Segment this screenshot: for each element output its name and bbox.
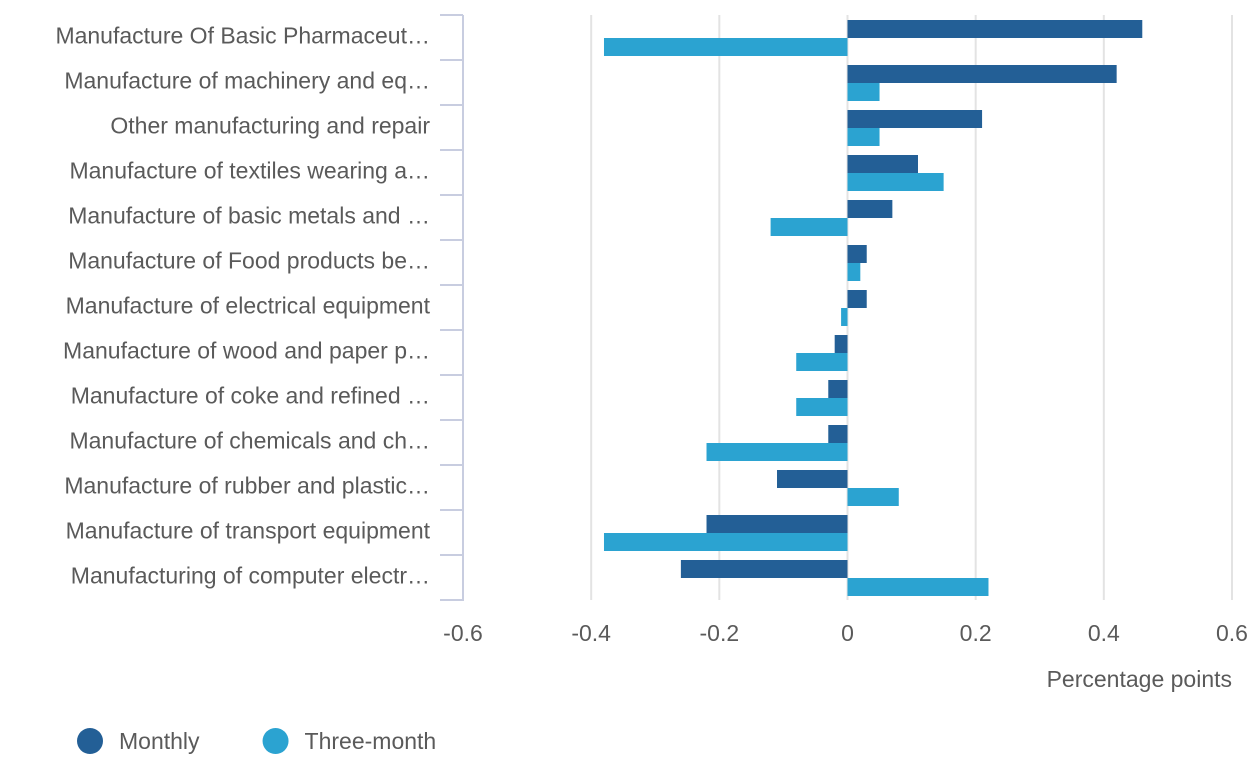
y-tick-label: Manufacture of transport equipment: [66, 518, 431, 544]
bar: [841, 308, 848, 326]
x-tick-label: 0.6: [1216, 620, 1248, 646]
bar: [847, 155, 918, 173]
bar: [603, 533, 848, 551]
bar: [680, 560, 848, 578]
x-tick-label: 0.2: [960, 620, 992, 646]
x-tick-label: 0.4: [1088, 620, 1120, 646]
bar: [706, 443, 848, 461]
y-tick-label: Manufacture of electrical equipment: [66, 293, 431, 319]
y-tick-label: Other manufacturing and repair: [110, 113, 430, 139]
bar: [777, 470, 848, 488]
bar: [828, 425, 848, 443]
bar: [847, 110, 983, 128]
bar: [770, 218, 848, 236]
bar: [847, 200, 893, 218]
bar: [847, 290, 867, 308]
bar: [796, 353, 848, 371]
bar: [847, 173, 944, 191]
legend-label: Monthly: [119, 728, 200, 754]
legend-swatch: [77, 728, 103, 754]
x-tick-label: -0.4: [571, 620, 611, 646]
bar: [847, 488, 899, 506]
bar: [847, 128, 880, 146]
bar: [706, 515, 848, 533]
bar: [834, 335, 848, 353]
bar: [603, 38, 848, 56]
legend-swatch: [262, 728, 289, 754]
x-tick-label: -0.6: [443, 620, 483, 646]
y-tick-label: Manufacture of chemicals and ch…: [69, 428, 430, 454]
x-axis-label: Percentage points: [1047, 666, 1232, 692]
bar: [847, 245, 867, 263]
y-tick-label: Manufacture of rubber and plastic…: [64, 473, 430, 499]
x-tick-label: 0: [841, 620, 854, 646]
bar: [828, 380, 848, 398]
y-tick-label: Manufacturing of computer electr…: [71, 563, 430, 589]
legend-label: Three-month: [305, 728, 437, 754]
y-tick-label: Manufacture of basic metals and …: [68, 203, 430, 229]
bar: [847, 578, 989, 596]
y-tick-label: Manufacture of textiles wearing a…: [69, 158, 430, 184]
y-tick-label: Manufacture of coke and refined …: [71, 383, 430, 409]
y-tick-label: Manufacture Of Basic Pharmaceut…: [55, 23, 430, 49]
x-tick-label: -0.2: [700, 620, 740, 646]
bar: [847, 65, 1117, 83]
bar: [796, 398, 848, 416]
y-tick-label: Manufacture of machinery and eq…: [64, 68, 430, 94]
bar: [847, 83, 880, 101]
bar: [847, 20, 1143, 38]
bar: [847, 263, 861, 281]
y-tick-label: Manufacture of wood and paper p…: [63, 338, 430, 364]
y-tick-label: Manufacture of Food products be…: [68, 248, 430, 274]
